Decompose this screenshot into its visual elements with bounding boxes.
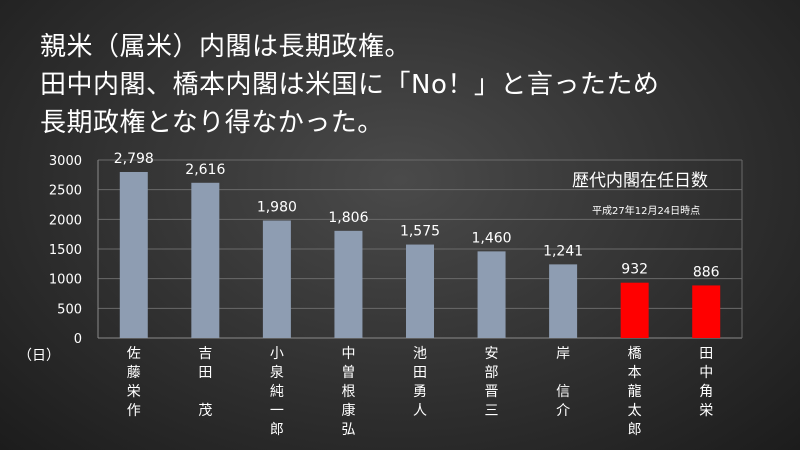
data-label: 932	[621, 262, 648, 278]
headline-line-3: 長期政権となり得なかった。	[40, 108, 384, 138]
y-tick-label: 500	[57, 302, 82, 317]
y-tick-label: 1000	[49, 273, 82, 288]
bar	[692, 285, 721, 338]
x-tick-label: 田中角栄	[699, 346, 713, 419]
x-tick-label: 岸 信介	[556, 346, 570, 419]
x-tick-label: 吉田 茂	[198, 346, 212, 419]
y-tick-label: 2000	[49, 213, 82, 228]
data-label: 1,241	[543, 243, 583, 259]
y-tick-label: 2500	[49, 184, 82, 199]
data-label: 1,806	[328, 210, 368, 226]
data-label: 1,980	[257, 200, 297, 216]
x-tick-label: 中曽根康弘	[341, 346, 355, 438]
data-label: 2,616	[185, 162, 225, 178]
headline: 親米（属米）内閣は長期政権。 田中内閣、橋本内閣は米国に「No！」と言ったため …	[40, 28, 659, 142]
chart-subtitle: 平成27年12月24日時点	[592, 206, 701, 217]
bar	[620, 282, 649, 338]
x-tick-label: 小泉純一郎	[270, 346, 284, 438]
y-tick-label: 3000	[49, 154, 82, 169]
x-tick-label: 橋本龍太郎	[628, 346, 642, 438]
bar	[334, 230, 363, 338]
y-axis-unit-label: （日）	[18, 348, 60, 364]
chart-title: 歴代内閣在任日数	[572, 171, 708, 191]
data-label: 2,798	[114, 151, 154, 167]
bar	[549, 264, 578, 338]
bar	[262, 220, 291, 338]
y-tick-label: 0	[74, 332, 82, 347]
data-label: 1,575	[400, 224, 440, 240]
y-tick-label: 1500	[49, 243, 82, 258]
bar	[406, 244, 434, 338]
x-tick-label: 安部晋三	[485, 346, 499, 419]
x-tick-label: 佐藤栄作	[127, 346, 141, 419]
headline-line-1: 親米（属米）内閣は長期政権。	[40, 32, 412, 62]
data-label: 1,460	[472, 230, 512, 246]
data-label: 886	[693, 264, 720, 280]
headline-line-2: 田中内閣、橋本内閣は米国に「No！」と言ったため	[40, 70, 660, 100]
bar	[191, 182, 220, 338]
x-tick-label: 池田勇人	[413, 346, 427, 419]
bar	[119, 171, 148, 338]
bar	[477, 251, 506, 338]
